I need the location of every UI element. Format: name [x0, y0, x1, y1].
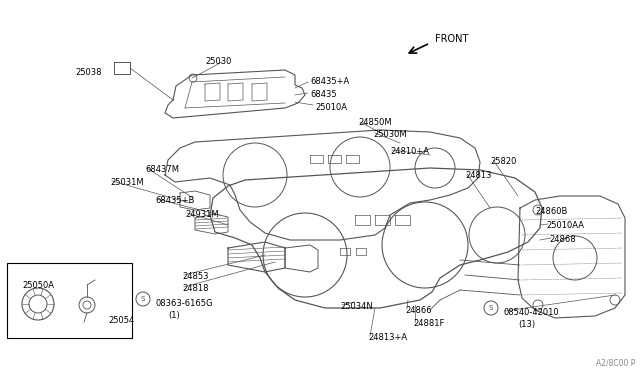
Text: 25030M: 25030M [373, 130, 406, 139]
Text: 08363-6165G: 08363-6165G [155, 299, 212, 308]
Text: (13): (13) [518, 320, 535, 329]
Text: 68435: 68435 [310, 90, 337, 99]
Text: A2/8C00 P: A2/8C00 P [596, 358, 635, 367]
Text: 24818: 24818 [182, 284, 209, 293]
Text: (1): (1) [168, 311, 180, 320]
Text: FRONT: FRONT [435, 34, 468, 44]
Text: 24881F: 24881F [413, 319, 444, 328]
Text: 24850M: 24850M [358, 118, 392, 127]
Text: 25030: 25030 [205, 57, 232, 66]
Text: 08540-42010: 08540-42010 [503, 308, 559, 317]
Text: 24931M: 24931M [185, 210, 219, 219]
Text: 24813: 24813 [465, 171, 492, 180]
Text: 25034N: 25034N [340, 302, 372, 311]
Text: 68435+A: 68435+A [310, 77, 349, 86]
Text: 24853: 24853 [182, 272, 209, 281]
Text: 25031M: 25031M [110, 178, 143, 187]
Text: 25050A: 25050A [22, 281, 54, 290]
Text: S: S [141, 296, 145, 302]
Text: 25010AA: 25010AA [546, 221, 584, 230]
Circle shape [136, 292, 150, 306]
Text: 24868: 24868 [549, 235, 575, 244]
Text: 24860B: 24860B [535, 207, 568, 216]
Text: 68437M: 68437M [145, 165, 179, 174]
Text: 25010A: 25010A [315, 103, 347, 112]
Text: 68435+B: 68435+B [155, 196, 195, 205]
Text: 24813+A: 24813+A [368, 333, 407, 342]
Text: S: S [489, 305, 493, 311]
Text: 25038: 25038 [75, 68, 102, 77]
Circle shape [484, 301, 498, 315]
Text: 25054: 25054 [108, 316, 134, 325]
Text: 24810+A: 24810+A [390, 147, 429, 156]
Text: 24866: 24866 [405, 306, 431, 315]
Text: 25820: 25820 [490, 157, 516, 166]
